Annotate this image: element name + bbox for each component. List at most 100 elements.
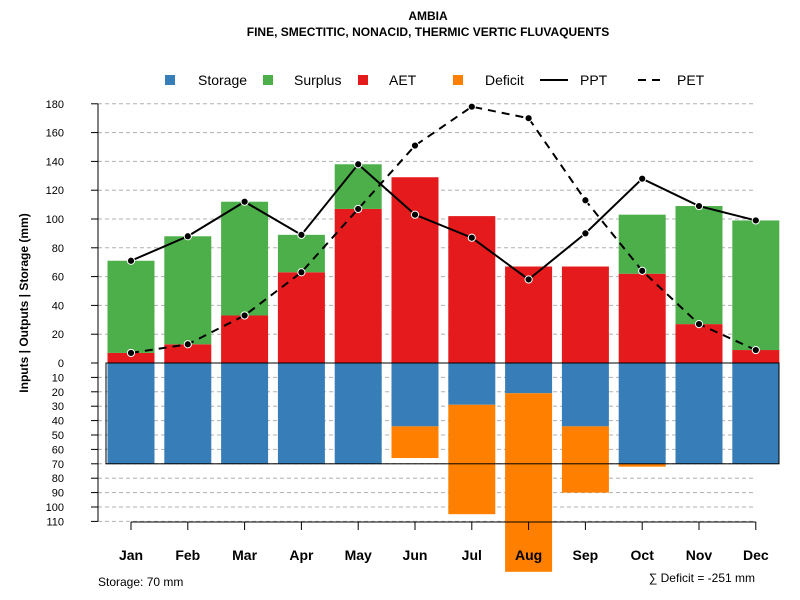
y-tick-label: 110 — [46, 516, 64, 528]
x-tick-label-apr: Apr — [289, 547, 314, 563]
x-tick-label-mar: Mar — [232, 547, 257, 563]
y-tick-label: 10 — [52, 372, 64, 384]
aet-bar-nov — [675, 324, 723, 363]
x-tick-label-nov: Nov — [686, 547, 713, 563]
pet-point — [183, 340, 192, 349]
storage-bar-jun — [391, 363, 439, 427]
surplus-bar-mar — [221, 201, 269, 316]
y-axis-label: Inputs | Outputs | Storage (mm) — [17, 213, 31, 392]
aet-bar-may — [334, 208, 382, 363]
storage-bar-sep — [561, 363, 609, 427]
storage-bar-may — [334, 363, 382, 464]
ppt-point — [354, 160, 363, 169]
storage-bar-dec — [732, 363, 780, 464]
aet-bar-jun — [391, 177, 439, 363]
storage-bar-mar — [221, 363, 269, 464]
surplus-bar-may — [334, 164, 382, 209]
y-tick-label: 140 — [46, 156, 64, 168]
storage-bar-aug — [505, 363, 553, 394]
pet-point — [467, 102, 476, 111]
ppt-point — [581, 229, 590, 238]
axes: 0 20 40 60 80 100 120 140 160 180 10 20 30 40 50 60 70 80… — [46, 99, 769, 563]
pet-point — [297, 268, 306, 277]
chart-subtitle: FINE, SMECTITIC, NONACID, THERMIC VERTIC… — [247, 25, 609, 39]
y-tick-label: 50 — [52, 430, 64, 442]
ppt-point — [467, 233, 476, 242]
deficit-bar-aug — [505, 393, 553, 572]
surplus-bar-feb — [164, 236, 212, 345]
pet-point — [524, 114, 533, 123]
chart-title: AMBIA — [408, 9, 448, 23]
legend-label-deficit: Deficit — [485, 72, 524, 88]
y-tick-label: 40 — [52, 300, 64, 312]
ppt-point — [751, 216, 760, 225]
deficit-bar-jun — [391, 426, 439, 459]
pet-point — [694, 320, 704, 329]
y-tick-label: 40 — [52, 416, 64, 428]
pet-point — [638, 266, 647, 275]
aet-bar-sep — [561, 266, 609, 363]
legend-swatch-deficit — [453, 75, 463, 85]
y-tick-label: 100 — [46, 214, 64, 226]
ppt-line — [130, 162, 757, 281]
legend-label-storage: Storage — [198, 72, 247, 88]
deficit-bar-oct — [618, 463, 666, 467]
y-tick-label: 100 — [46, 502, 64, 514]
legend-label-pet: PET — [677, 72, 705, 88]
x-tick-label-jan: Jan — [119, 547, 143, 563]
x-tick-label-sep: Sep — [573, 547, 599, 563]
storage-note: Storage: 70 mm — [98, 575, 183, 589]
surplus-bar-nov — [675, 206, 723, 325]
ppt-point — [183, 232, 192, 241]
surplus-bar-jan — [107, 260, 155, 353]
storage-capacity-box — [105, 362, 780, 465]
y-tick-label: 80 — [52, 473, 64, 485]
aet-bar-oct — [618, 273, 666, 363]
deficit-bar-jul — [448, 404, 496, 515]
storage-bar-jul — [448, 363, 496, 405]
y-tick-label: 160 — [46, 128, 64, 140]
legend-swatch-storage — [165, 75, 175, 85]
x-tick-label-feb: Feb — [175, 547, 200, 563]
storage-bar-feb — [164, 363, 212, 464]
legend-label-ppt: PPT — [580, 72, 608, 88]
ppt-point — [410, 210, 420, 219]
y-tick-label: 90 — [52, 488, 64, 500]
storage-capacity-outline — [105, 362, 780, 465]
aet-bar-feb — [164, 344, 212, 363]
y-tick-label: 180 — [46, 99, 64, 111]
y-tick-label: 60 — [52, 444, 64, 456]
storage-bar-oct — [618, 363, 666, 464]
y-tick-label: 20 — [52, 387, 64, 399]
pet-point — [410, 141, 420, 150]
aet-bar-mar — [221, 315, 269, 363]
y-tick-label: 70 — [52, 459, 64, 471]
y-tick-label: 80 — [52, 243, 64, 255]
ppt-point — [240, 197, 249, 206]
x-tick-label-oct: Oct — [631, 547, 655, 563]
aet-bar-apr — [277, 272, 325, 363]
x-tick-label-jul: Jul — [462, 547, 482, 563]
legend-swatch-aet — [358, 75, 368, 85]
x-tick-label-dec: Dec — [743, 547, 769, 563]
pet-point — [126, 348, 136, 358]
aet-bar-dec — [732, 350, 780, 363]
aet-bar-jan — [107, 352, 155, 363]
storage-bar-apr — [277, 363, 325, 464]
legend-swatch-surplus — [263, 75, 273, 85]
legend-label-aet: AET — [389, 72, 417, 88]
y-tick-label: 120 — [46, 185, 64, 197]
x-tick-label-aug: Aug — [515, 547, 542, 563]
ppt-point — [297, 230, 306, 239]
pet-point — [751, 345, 760, 355]
y-tick-label: 20 — [52, 329, 64, 341]
pet-point — [354, 204, 363, 214]
legend: Storage Surplus AET Deficit PPT PET — [165, 72, 705, 88]
x-tick-label-jun: Jun — [403, 547, 428, 563]
surplus-bar-dec — [732, 220, 780, 351]
surplus-bar-oct — [618, 214, 666, 274]
deficit-bar-sep — [561, 426, 609, 493]
storage-bar-nov — [675, 363, 723, 464]
ppt-point — [126, 256, 136, 265]
